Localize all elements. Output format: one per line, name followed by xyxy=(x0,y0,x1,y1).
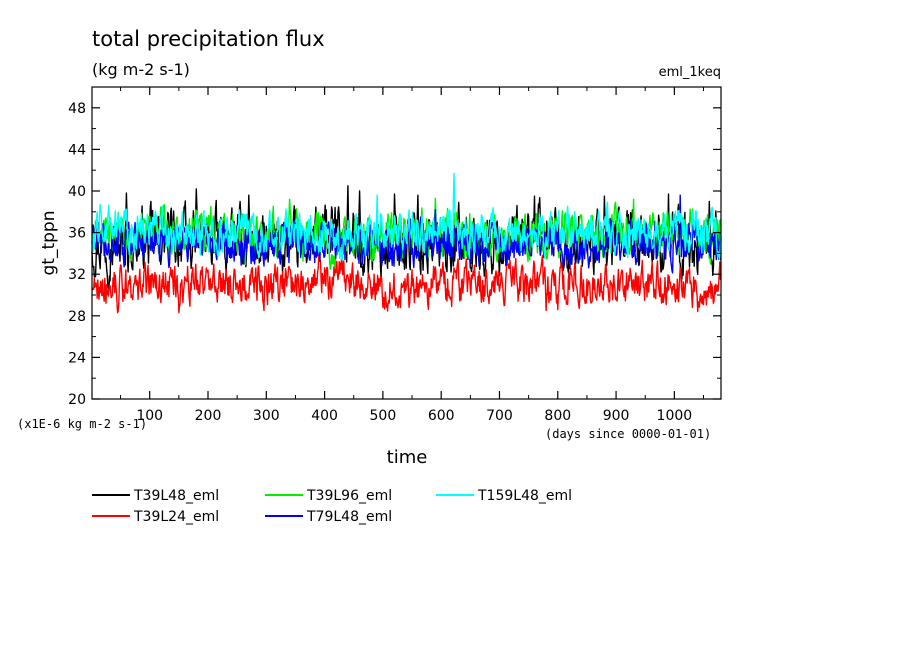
legend-label: T39L96_eml xyxy=(306,488,392,504)
x-unit-note: (days since 0000-01-01) xyxy=(545,427,711,441)
x-tick-label: 100 xyxy=(136,408,163,424)
x-tick-label: 500 xyxy=(370,408,397,424)
plot-frame xyxy=(91,86,722,400)
legend-label: T79L48_eml xyxy=(306,509,392,525)
y-tick-label: 48 xyxy=(68,101,86,117)
x-tick-label: 1000 xyxy=(657,408,693,424)
x-axis-label: time xyxy=(387,447,428,468)
x-tick-label: 300 xyxy=(253,408,280,424)
y-tick-label: 24 xyxy=(68,350,86,366)
y-axis-label: gt_tppn xyxy=(39,211,59,276)
legend-label: T159L48_eml xyxy=(477,488,572,504)
chart-subtitle: (kg m-2 s-1) xyxy=(92,60,190,79)
x-tick-label: 400 xyxy=(311,408,338,424)
legend-label: T39L24_eml xyxy=(133,509,219,525)
y-tick-label: 28 xyxy=(68,309,86,325)
x-tick-label: 900 xyxy=(603,408,630,424)
x-tick-label: 700 xyxy=(486,408,513,424)
y-scale-note: (x1E-6 kg m-2 s-1) xyxy=(17,417,147,431)
experiment-label: eml_1keq xyxy=(659,65,721,80)
legend-label: T39L48_eml xyxy=(133,488,219,504)
x-tick-label: 800 xyxy=(544,408,571,424)
series-line-t159l48_eml xyxy=(91,172,722,261)
chart-title: total precipitation flux xyxy=(92,27,325,51)
y-tick-label: 20 xyxy=(68,392,86,408)
series-layer xyxy=(91,172,722,314)
x-tick-label: 200 xyxy=(195,408,222,424)
x-tick-label: 600 xyxy=(428,408,455,424)
series-line-t39l24_eml xyxy=(91,254,722,314)
legend: T39L48_eml T39L96_eml T159L48_eml T39L24_em… xyxy=(92,488,572,525)
y-tick-label: 36 xyxy=(68,226,86,242)
y-tick-label: 44 xyxy=(68,142,86,158)
y-tick-label: 40 xyxy=(68,184,86,200)
y-tick-label: 32 xyxy=(68,267,86,283)
axes-layer: 20 24 28 32 36 40 44 48 100 200 300 400 500 600 700 800… xyxy=(68,87,721,424)
